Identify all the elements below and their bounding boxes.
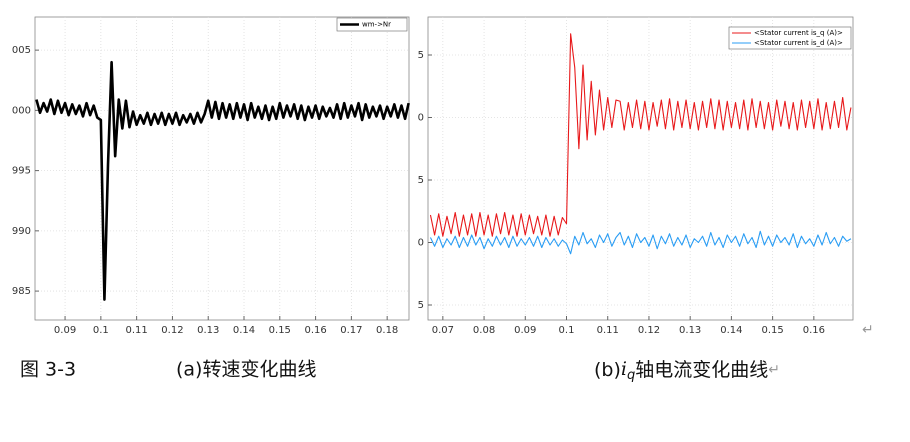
x-tick-label: 0.15 bbox=[269, 325, 291, 336]
x-tick-label: 0.15 bbox=[761, 325, 783, 336]
return-mark: ↵ bbox=[862, 322, 874, 338]
legend-label: <Stator current is_q (A)> bbox=[754, 29, 843, 37]
figure-label: 图 3-3 bbox=[20, 359, 76, 381]
data-line bbox=[429, 33, 852, 237]
legend-label: <Stator current is_d (A)> bbox=[754, 39, 843, 47]
x-tick-label: 0.13 bbox=[197, 325, 219, 336]
x-tick-label: 0.18 bbox=[376, 325, 398, 336]
legend-box bbox=[728, 26, 852, 50]
return-mark: ↵ bbox=[768, 362, 780, 378]
x-tick-label: 0.17 bbox=[340, 325, 362, 336]
y-tick-label: 985 bbox=[12, 286, 31, 297]
x-tick-label: 0.11 bbox=[597, 325, 619, 336]
y-tick-label: 5 bbox=[418, 50, 424, 61]
x-tick-label: 0.09 bbox=[514, 325, 536, 336]
y-tick-label: 995 bbox=[12, 166, 31, 177]
caption-b-var: i bbox=[621, 358, 627, 380]
legend-box bbox=[336, 17, 408, 32]
x-tick-label: 0.16 bbox=[304, 325, 326, 336]
caption-b-sub: q bbox=[627, 368, 635, 383]
caption-a: (a)转速变化曲线 bbox=[176, 359, 316, 381]
x-tick-label: 0.08 bbox=[473, 325, 495, 336]
y-tick-label: 000 bbox=[12, 105, 31, 116]
y-tick-label: 5 bbox=[418, 175, 424, 186]
caption-b-prefix: (b) bbox=[594, 359, 621, 381]
x-tick-label: 0.09 bbox=[54, 325, 76, 336]
y-tick-label: 0 bbox=[418, 238, 424, 249]
y-tick-label: 5 bbox=[418, 300, 424, 311]
caption-b-rest: 轴电流变化曲线 bbox=[635, 359, 768, 381]
x-tick-label: 0.13 bbox=[679, 325, 701, 336]
x-tick-label: 0.14 bbox=[720, 325, 742, 336]
y-tick-label: 990 bbox=[12, 226, 31, 237]
plot-area bbox=[34, 16, 410, 321]
x-tick-label: 0.11 bbox=[126, 325, 148, 336]
data-line bbox=[429, 230, 852, 255]
plot-area bbox=[427, 16, 854, 321]
y-tick-label: 005 bbox=[12, 45, 31, 56]
x-tick-label: 0.12 bbox=[638, 325, 660, 336]
x-tick-label: 0.16 bbox=[803, 325, 825, 336]
x-tick-label: 0.07 bbox=[432, 325, 454, 336]
x-tick-label: 0.14 bbox=[233, 325, 255, 336]
y-tick-label: 0 bbox=[418, 113, 424, 124]
x-tick-label: 0.12 bbox=[161, 325, 183, 336]
x-tick-label: 0.1 bbox=[93, 325, 109, 336]
x-tick-label: 0.1 bbox=[559, 325, 575, 336]
legend-label: wm->Nr bbox=[362, 21, 391, 29]
caption-b: (b)iq轴电流变化曲线↵ bbox=[594, 358, 780, 383]
data-line bbox=[35, 60, 410, 301]
